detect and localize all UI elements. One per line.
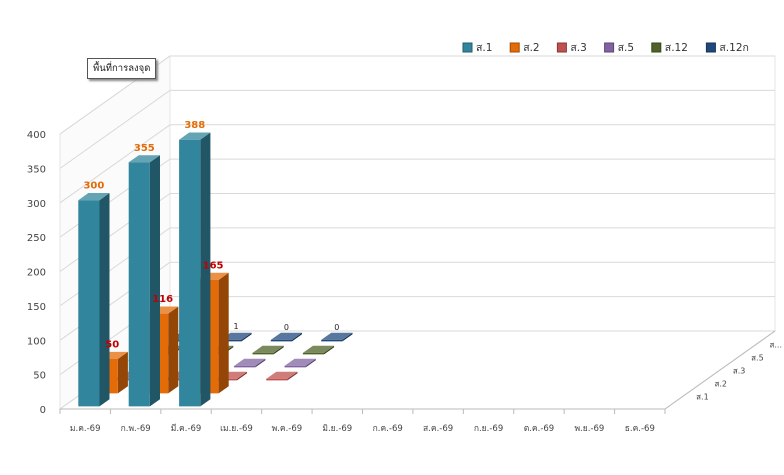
- x-tick-label: เม.ย.-69: [220, 424, 253, 434]
- legend-item: ส.12: [651, 42, 688, 54]
- x-tick-label: มี.ค.-69: [171, 423, 202, 434]
- bar-side: [149, 155, 160, 407]
- bar-side: [241, 332, 252, 342]
- legend-swatch: [509, 42, 520, 53]
- depth-tick-label: ส.1: [696, 393, 709, 402]
- bar-front: [179, 139, 201, 407]
- bar-side: [342, 332, 353, 342]
- bar-front: [302, 352, 324, 355]
- series-1: [78, 132, 211, 407]
- bar-front: [321, 339, 343, 342]
- x-tick-label: พ.ค.-69: [272, 424, 303, 434]
- bar-top: [321, 332, 353, 340]
- data-label: 0: [284, 323, 289, 332]
- bar-front: [284, 365, 306, 368]
- legend-label: ส.2: [523, 42, 539, 54]
- x-tick-label: ส.ค.-69: [423, 424, 453, 434]
- y-tick-label: 0: [40, 405, 46, 416]
- legend-swatch: [651, 42, 662, 53]
- bar-side: [273, 345, 284, 355]
- bar-front: [78, 200, 100, 407]
- legend-label: ส.1: [476, 42, 492, 54]
- y-tick-label: 100: [27, 336, 46, 347]
- bar-side: [324, 345, 335, 355]
- x-tick-label: ก.ค.-69: [373, 424, 403, 434]
- legend-label: ส.12: [665, 42, 688, 54]
- bar-top: [302, 345, 335, 353]
- data-label: 388: [184, 120, 205, 131]
- y-tick-label: 150: [27, 302, 46, 313]
- x-tick-label: ต.ค.-69: [524, 424, 555, 434]
- depth-axis-line: [664, 330, 776, 410]
- bar-top: [270, 332, 302, 340]
- bar-side: [237, 371, 247, 381]
- bar-front: [270, 339, 292, 342]
- y-tick-label: 50: [33, 371, 46, 382]
- bar-side: [287, 371, 298, 381]
- y-tick-label: 300: [27, 199, 46, 210]
- y-tick-label: 250: [27, 233, 46, 244]
- bar-top: [179, 132, 211, 140]
- data-label: 116: [152, 294, 173, 305]
- bar-side: [218, 272, 229, 394]
- x-tick-label: พ.ย.-69: [574, 424, 604, 434]
- legend-swatch: [604, 42, 615, 53]
- legend-swatch: [556, 42, 567, 53]
- y-tick-label: 400: [27, 130, 46, 141]
- legend-label: ส.3: [570, 42, 586, 54]
- data-label: 0: [334, 323, 339, 332]
- bar-top: [234, 358, 266, 366]
- depth-tick-label: ส.2: [715, 380, 728, 389]
- bar-side: [99, 193, 110, 407]
- gridline: [59, 124, 775, 204]
- bar-side: [117, 351, 128, 394]
- legend-swatch: [705, 42, 716, 53]
- x-tick-label: ธ.ค.-69: [625, 424, 655, 434]
- legend-item: ส.5: [604, 42, 634, 54]
- bar-side: [255, 358, 266, 368]
- data-label: 50: [105, 339, 119, 350]
- depth-tick-label: ส.5: [751, 354, 764, 363]
- bar-side: [305, 358, 316, 368]
- bar-side: [292, 332, 302, 342]
- bar-front: [266, 378, 288, 381]
- plot-area-callout: พื้นที่การลงจุด: [87, 58, 157, 79]
- bar-front: [252, 352, 274, 355]
- data-label: 165: [203, 260, 224, 271]
- x-tick-label: ม.ค.-69: [70, 424, 101, 434]
- depth-tick-label: ส.3: [733, 367, 746, 376]
- y-tick-label: 200: [27, 268, 46, 279]
- legend-swatch: [462, 42, 473, 53]
- bar-front: [128, 162, 150, 407]
- legend-item: ส.2: [509, 42, 540, 54]
- legend-item: ส.3: [556, 42, 587, 54]
- bar-side: [200, 132, 211, 407]
- legend-label: ส.5: [618, 42, 634, 54]
- x-tick-label: มิ.ย.-69: [322, 424, 352, 434]
- bar-top: [78, 193, 110, 201]
- legend-item: ส.1: [462, 42, 492, 54]
- gridline: [59, 55, 775, 135]
- data-label: 1: [233, 322, 238, 331]
- x-tick-label: ก.ย.-69: [474, 424, 503, 434]
- bar-top: [128, 155, 160, 163]
- legend-item: ส.12ก: [705, 42, 749, 54]
- x-tick-label: ก.พ.-69: [121, 424, 151, 434]
- data-label: 300: [83, 181, 104, 192]
- bar-side: [168, 306, 179, 394]
- legend-label: ส.12ก: [719, 42, 748, 54]
- bar-top: [284, 358, 316, 366]
- bar-top: [252, 345, 284, 353]
- data-label: 355: [134, 143, 155, 154]
- gridline: [59, 89, 775, 169]
- depth-tick-label: ส...: [770, 341, 783, 350]
- bar-front: [234, 365, 256, 368]
- bar-top: [266, 371, 298, 379]
- y-tick-label: 350: [27, 164, 46, 175]
